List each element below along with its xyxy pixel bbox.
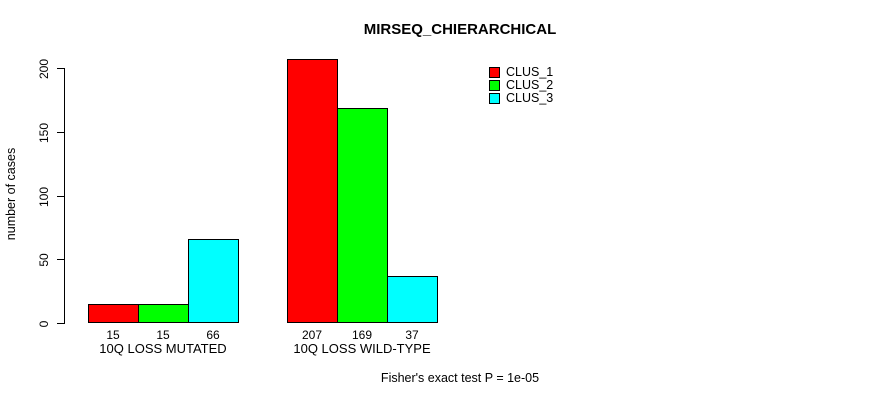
y-tick-label: 50 bbox=[37, 253, 51, 267]
y-tick-label: 100 bbox=[37, 186, 51, 208]
bar-value-label: 66 bbox=[206, 328, 220, 342]
y-tick-mark bbox=[57, 259, 64, 260]
legend-label: CLUS_2 bbox=[506, 78, 554, 92]
legend-item: CLUS_1 bbox=[489, 66, 553, 78]
legend: CLUS_1 CLUS_2 CLUS_3 bbox=[489, 66, 553, 105]
y-tick-mark bbox=[57, 132, 64, 133]
bar-value-label: 37 bbox=[405, 328, 419, 342]
legend-swatch-clus_2 bbox=[489, 79, 500, 91]
annotation-caption: Fisher's exact test P = 1e-05 bbox=[380, 371, 540, 385]
y-tick-mark bbox=[57, 323, 64, 324]
y-axis-label: number of cases bbox=[4, 147, 18, 241]
y-tick-mark bbox=[57, 196, 64, 197]
legend-swatch-clus_1 bbox=[489, 66, 500, 78]
category-label: 10Q LOSS WILD-TYPE bbox=[293, 341, 431, 356]
legend-label: CLUS_1 bbox=[506, 65, 554, 79]
chart-title: MIRSEQ_CHIERARCHICAL bbox=[363, 21, 557, 38]
bar-value-label: 15 bbox=[106, 328, 120, 342]
y-tick-mark bbox=[57, 68, 64, 69]
legend-label: CLUS_3 bbox=[506, 91, 554, 105]
y-tick-label: 200 bbox=[37, 58, 51, 80]
bar-clus_3-1 bbox=[188, 239, 239, 323]
bar-clus_3-2 bbox=[387, 276, 438, 323]
bar-clus_2-2 bbox=[337, 108, 388, 323]
legend-item: CLUS_3 bbox=[489, 92, 553, 104]
y-axis-line bbox=[64, 68, 65, 324]
bar-clus_2-1 bbox=[138, 304, 189, 323]
bar-clus_1-2 bbox=[287, 59, 338, 323]
legend-swatch-clus_3 bbox=[489, 92, 500, 104]
y-tick-label: 0 bbox=[37, 320, 51, 328]
bar-value-label: 169 bbox=[351, 328, 373, 342]
legend-item: CLUS_2 bbox=[489, 79, 553, 91]
y-tick-label: 150 bbox=[37, 122, 51, 144]
bar-value-label: 15 bbox=[156, 328, 170, 342]
category-label: 10Q LOSS MUTATED bbox=[99, 341, 227, 356]
bar-clus_1-1 bbox=[88, 304, 139, 323]
bar-value-label: 207 bbox=[301, 328, 323, 342]
